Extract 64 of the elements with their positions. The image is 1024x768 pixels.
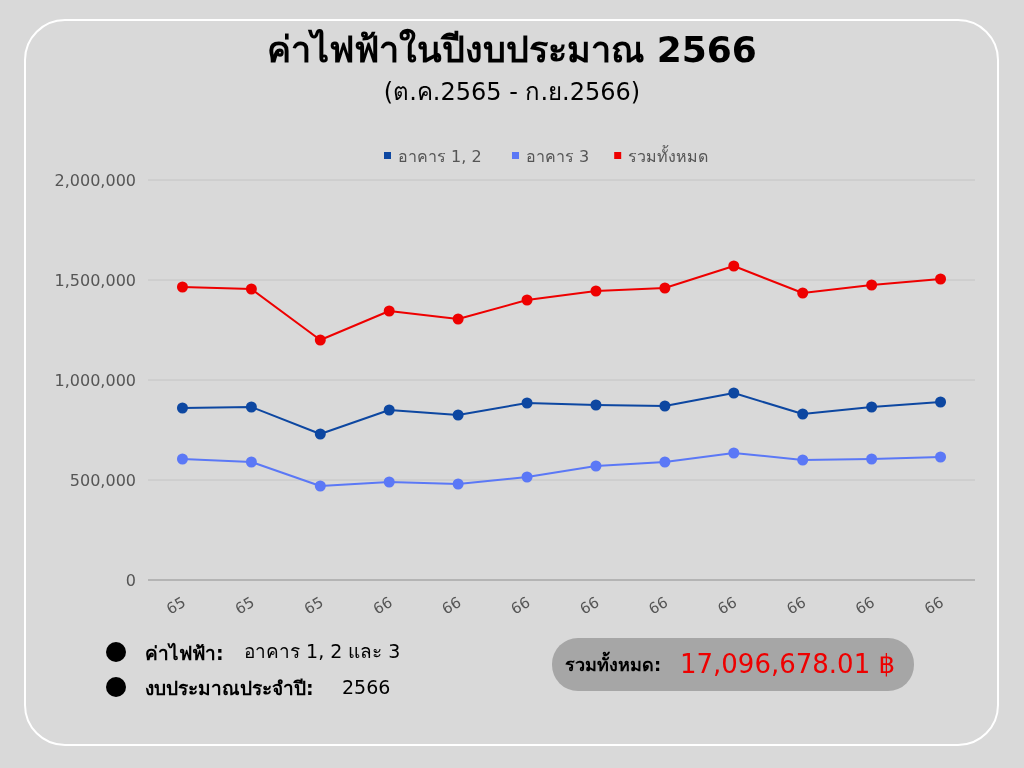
point [245,401,257,413]
point [176,453,188,465]
point [314,480,326,492]
chart-subtitle: (ต.ค.2565 - ก.ย.2566) [383,78,641,106]
x-tick-label: 66 [507,593,534,619]
point [590,285,602,297]
point [590,399,602,411]
text: 2566 [342,676,391,698]
x-tick-label: 66 [714,593,741,619]
y-tick-label: 0 [125,570,136,590]
point [866,401,878,413]
point [728,387,740,399]
point [866,279,878,291]
point [797,408,809,420]
point [935,396,947,408]
legend-label: อาคาร 3 [526,147,590,166]
legend-label: รวมทั้งหมด [628,145,709,166]
point [866,453,878,465]
point [797,454,809,466]
text: งบประมาณประจำปี: [145,677,314,699]
y-tick-label: 1,000,000 [54,370,136,390]
y-tick-label: 1,500,000 [54,270,136,290]
point [383,404,395,416]
point [521,294,533,306]
point [314,428,326,440]
point [590,460,602,472]
point [314,334,326,346]
point [659,400,671,412]
x-tick-label: 66 [852,593,878,619]
y-tick-label: 500,000 [69,470,136,490]
x-tick-label: 66 [783,593,809,619]
point [452,313,464,325]
point [245,283,257,295]
x-tick-label: 65 [301,593,327,619]
x-tick-label: 66 [438,593,465,619]
point [383,305,395,317]
point [797,287,809,299]
point [728,260,740,272]
x-tick-label: 66 [369,593,396,619]
point [245,456,257,468]
x-tick-label: 65 [163,593,189,619]
point [383,476,395,488]
point [176,281,188,293]
point [176,402,188,414]
chart-title: ค่าไฟฟ้าในปีงบประมาณ 2566 [267,28,757,70]
x-tick-label: 66 [576,593,603,619]
legend-label: อาคาร 1, 2 [398,147,482,166]
y-tick-label: 2,000,000 [54,170,136,190]
point [452,478,464,490]
text: 17,096,678.01 ฿ [679,649,895,679]
x-tick-label: 66 [921,593,947,619]
point [935,451,947,463]
text: อาคาร 1, 2 และ 3 [244,640,401,662]
point [659,456,671,468]
text: ค่าไฟฟ้า: [145,642,224,664]
point [521,397,533,409]
point [452,409,464,421]
point [521,471,533,483]
x-tick-label: 65 [232,593,258,619]
point [659,282,671,294]
x-tick-label: 66 [645,593,672,619]
point [728,447,740,459]
text: รวมทั้งหมด: [565,651,662,675]
point [935,273,947,285]
